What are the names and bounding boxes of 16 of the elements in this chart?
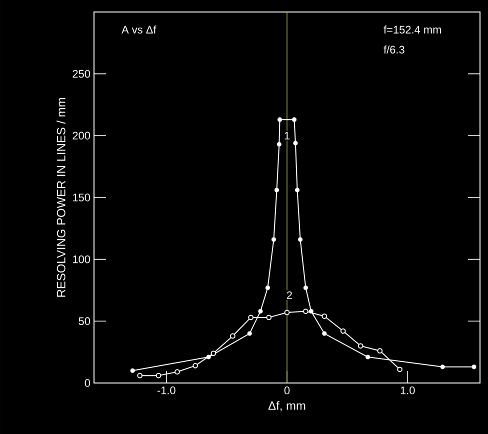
annotation: 2	[286, 291, 292, 300]
y-tick-label: 100	[73, 255, 90, 264]
y-tick-label: 250	[72, 70, 90, 78]
x-tick-label: 1.0	[400, 386, 415, 394]
y-tick-label: 50	[78, 317, 90, 326]
annotation: 1	[284, 132, 290, 140]
x-tick-label: 0	[284, 386, 290, 394]
y-tick-label: 200	[72, 132, 90, 140]
annotation: f=152.4 mm	[384, 26, 441, 34]
annotation: f/6.3	[384, 46, 404, 54]
annotation: A vs Δf	[122, 26, 156, 34]
y-axis-title: RESOLVING POWER IN LINES / mm	[56, 98, 66, 297]
x-axis-title: Δf, mm	[268, 401, 306, 412]
y-tick-label: 150	[73, 194, 90, 202]
y-tick-label: 0	[84, 379, 90, 387]
x-tick-label: -1.0	[157, 386, 176, 394]
